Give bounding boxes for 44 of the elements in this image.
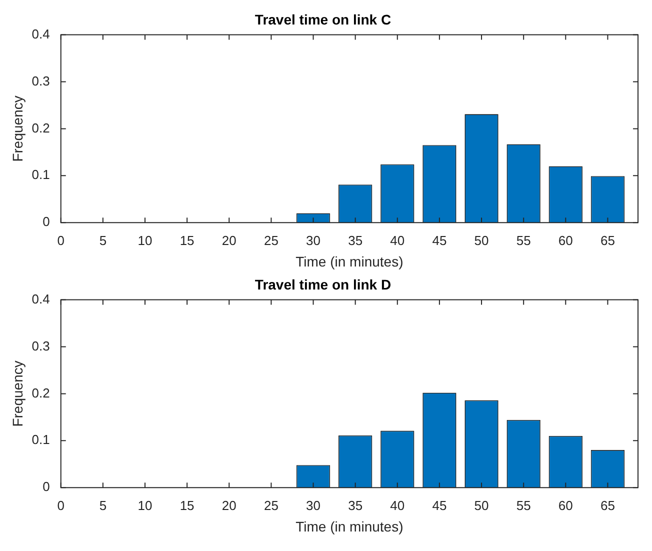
x-tick-label: 50 xyxy=(474,232,489,248)
x-tick-label: 10 xyxy=(138,498,152,513)
y-tick-label: 0.4 xyxy=(32,291,50,306)
y-tick-label: 0 xyxy=(42,214,50,230)
y-tick-label: 0.3 xyxy=(32,73,50,88)
x-tick-label: 10 xyxy=(138,232,152,248)
x-tick-label: 25 xyxy=(264,232,278,248)
x-tick-label: 30 xyxy=(306,498,320,513)
y-axis-title: Frequency xyxy=(9,360,26,427)
y-tick-label: 0.2 xyxy=(32,120,50,136)
x-tick-label: 55 xyxy=(516,498,531,513)
x-tick-label: 60 xyxy=(558,498,573,513)
x-tick-label: 20 xyxy=(222,232,236,248)
x-tick-label: 40 xyxy=(390,232,405,248)
x-tick-label: 0 xyxy=(57,498,64,513)
y-tick-label: 0.3 xyxy=(32,338,50,354)
x-tick-label: 40 xyxy=(390,498,405,513)
x-tick-label: 45 xyxy=(432,232,447,248)
x-tick-label: 50 xyxy=(474,498,489,513)
chart-title: Travel time on link C xyxy=(254,11,392,28)
y-tick-label: 0.2 xyxy=(32,385,50,400)
x-tick-label: 5 xyxy=(99,232,107,248)
x-axis-title: Time (in minutes) xyxy=(296,518,404,534)
x-tick-label: 45 xyxy=(432,498,447,513)
y-tick-label: 0.4 xyxy=(32,26,50,42)
chart-title: Travel time on link D xyxy=(254,276,392,292)
x-tick-label: 35 xyxy=(348,232,363,248)
x-tick-label: 5 xyxy=(99,498,107,513)
x-tick-label: 15 xyxy=(180,232,194,248)
x-tick-label: 30 xyxy=(306,232,320,248)
x-tick-label: 25 xyxy=(264,498,278,513)
x-tick-label: 15 xyxy=(180,498,194,513)
x-tick-label: 35 xyxy=(348,498,363,513)
y-tick-label: 0 xyxy=(42,479,50,494)
y-tick-label: 0.1 xyxy=(32,432,50,448)
x-tick-label: 65 xyxy=(600,498,615,513)
x-tick-label: 60 xyxy=(558,232,573,248)
x-axis-title: Time (in minutes) xyxy=(296,253,404,270)
x-tick-label: 55 xyxy=(516,232,531,248)
y-tick-label: 0.1 xyxy=(32,167,50,182)
x-tick-label: 65 xyxy=(600,232,615,248)
x-tick-label: 0 xyxy=(57,232,64,248)
y-axis-title: Frequency xyxy=(9,96,26,162)
x-tick-label: 20 xyxy=(222,498,236,513)
